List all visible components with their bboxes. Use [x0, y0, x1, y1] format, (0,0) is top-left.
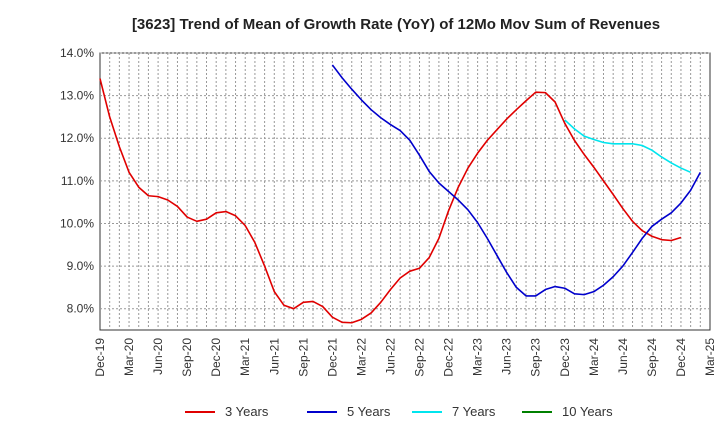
grid-layer	[100, 52, 710, 330]
y-tick-label: 8.0%	[67, 302, 95, 316]
x-tick-label: Dec-24	[674, 338, 688, 377]
x-tick-label: Dec-19	[93, 338, 107, 377]
x-tick-label: Mar-25	[703, 338, 717, 376]
x-tick-label: Mar-22	[354, 338, 368, 376]
x-tick-label: Jun-21	[267, 338, 281, 375]
y-tick-label: 9.0%	[67, 259, 95, 273]
x-tick-label: Sep-20	[180, 338, 194, 377]
x-tick-label: Jun-24	[616, 338, 630, 375]
y-tick-label: 11.0%	[61, 174, 94, 188]
x-axis: Dec-19 Mar-20 Jun-20 Sep-20 Dec-20 Mar-21 Jun-…	[93, 338, 717, 377]
x-tick-label: Dec-21	[325, 338, 339, 377]
plot-area	[99, 52, 711, 331]
x-tick-label: Sep-21	[296, 338, 310, 377]
x-tick-label: Dec-20	[209, 338, 223, 377]
legend-label-10-years: 10 Years	[562, 404, 613, 419]
chart-title: [3623] Trend of Mean of Growth Rate (YoY…	[132, 16, 660, 33]
y-tick-label: 14.0%	[60, 46, 94, 60]
y-tick-label: 13.0%	[60, 89, 94, 103]
y-tick-label: 12.0%	[60, 131, 94, 145]
x-tick-label: Dec-22	[442, 338, 456, 377]
x-tick-label: Jun-23	[500, 338, 514, 375]
x-tick-label: Sep-24	[645, 338, 659, 377]
x-tick-label: Mar-20	[122, 338, 136, 376]
x-tick-label: Jun-20	[151, 338, 165, 375]
x-tick-label: Sep-23	[529, 338, 543, 377]
legend: 3 Years 5 Years 7 Years 10 Years	[185, 404, 613, 419]
series-line-5-years	[331, 64, 702, 297]
series-line-3-years	[99, 78, 682, 324]
series-layer	[99, 64, 702, 324]
x-tick-label: Jun-22	[383, 338, 397, 375]
x-tick-label: Mar-21	[238, 338, 252, 376]
legend-label-7-years: 7 Years	[452, 404, 496, 419]
x-tick-label: Dec-23	[558, 338, 572, 377]
legend-label-5-years: 5 Years	[347, 404, 391, 419]
legend-label-3-years: 3 Years	[225, 404, 269, 419]
y-tick-label: 10.0%	[60, 216, 94, 230]
y-axis: 8.0% 9.0% 10.0% 11.0% 12.0% 13.0% 14.0%	[60, 46, 94, 316]
x-tick-label: Sep-22	[413, 338, 427, 377]
x-tick-label: Mar-23	[471, 338, 485, 376]
x-tick-label: Mar-24	[587, 338, 601, 376]
series-line-7-years	[564, 119, 691, 174]
